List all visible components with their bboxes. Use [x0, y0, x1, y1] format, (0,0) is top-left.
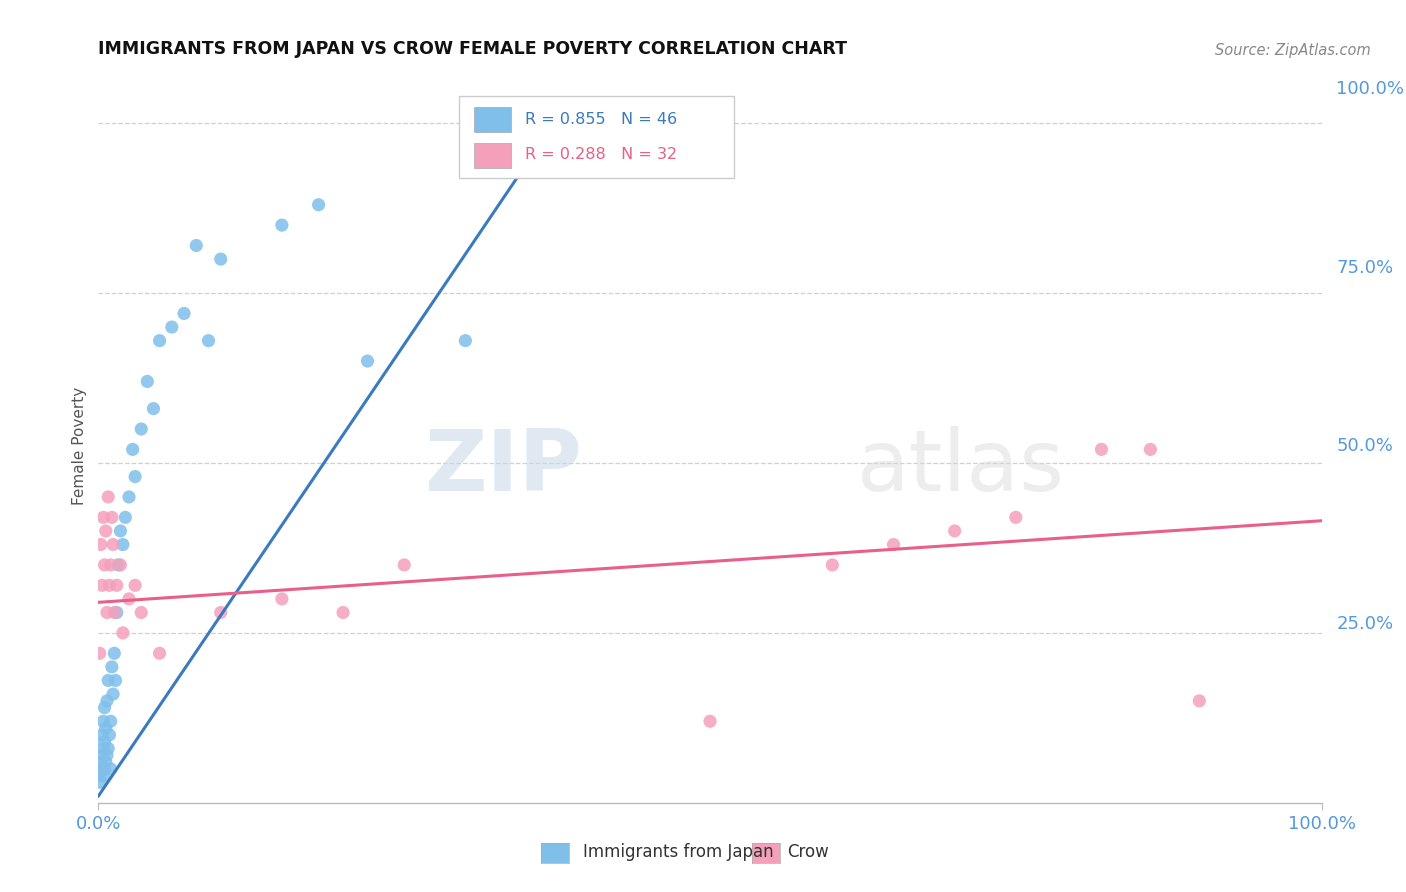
Point [356, 354, 378, 368]
Point [103, 646, 125, 660]
Point [454, 334, 477, 348]
Text: Crow: Crow [787, 843, 830, 861]
Point [1004, 510, 1026, 524]
Point [124, 578, 146, 592]
Point [173, 306, 195, 320]
Point [160, 320, 183, 334]
Point [699, 714, 721, 729]
Point [129, 422, 152, 436]
Point [94, 721, 117, 735]
Point [97, 490, 120, 504]
FancyBboxPatch shape [474, 107, 510, 132]
Point [94, 524, 117, 538]
Point [91, 741, 114, 756]
Text: 50.0%: 50.0% [1336, 437, 1393, 455]
Point [883, 537, 905, 551]
Text: Immigrants from Japan: Immigrants from Japan [583, 843, 775, 861]
Y-axis label: Female Poverty: Female Poverty [72, 387, 87, 505]
Point [101, 687, 124, 701]
Point [93, 700, 115, 714]
Point [129, 606, 152, 620]
Point [100, 558, 122, 572]
Point [98, 728, 121, 742]
FancyBboxPatch shape [474, 143, 510, 168]
Point [101, 537, 124, 551]
Text: 25.0%: 25.0% [1336, 615, 1393, 633]
Point [270, 218, 294, 232]
Point [118, 490, 141, 504]
Text: 100.0%: 100.0% [1336, 80, 1405, 98]
Point [104, 673, 127, 688]
Point [101, 510, 124, 524]
Point [96, 694, 118, 708]
Point [118, 591, 141, 606]
Point [91, 510, 114, 524]
Point [821, 558, 844, 572]
Point [90, 775, 112, 789]
Point [197, 334, 219, 348]
Point [186, 238, 208, 252]
Point [111, 537, 134, 551]
Point [136, 375, 159, 389]
Point [97, 741, 120, 756]
Point [97, 673, 120, 688]
Point [100, 714, 122, 729]
Text: atlas: atlas [856, 425, 1064, 509]
Point [91, 769, 114, 783]
Point [392, 558, 416, 572]
Point [91, 714, 114, 729]
Point [94, 755, 117, 769]
Point [89, 769, 111, 783]
Point [93, 558, 115, 572]
Point [943, 524, 966, 538]
Point [114, 510, 136, 524]
Point [149, 334, 172, 348]
Point [1090, 442, 1112, 457]
Point [209, 606, 232, 620]
Point [101, 660, 124, 674]
Text: R = 0.855   N = 46: R = 0.855 N = 46 [526, 112, 678, 127]
FancyBboxPatch shape [460, 96, 734, 178]
Point [111, 626, 134, 640]
Point [103, 606, 125, 620]
Point [142, 401, 165, 416]
Point [209, 252, 232, 266]
Text: R = 0.288   N = 32: R = 0.288 N = 32 [526, 147, 678, 162]
Point [96, 606, 118, 620]
Point [89, 646, 111, 660]
Text: IMMIGRANTS FROM JAPAN VS CROW FEMALE POVERTY CORRELATION CHART: IMMIGRANTS FROM JAPAN VS CROW FEMALE POV… [98, 40, 848, 58]
Point [91, 578, 114, 592]
Point [1139, 442, 1161, 457]
Point [110, 558, 132, 572]
Point [105, 606, 128, 620]
Point [149, 646, 172, 660]
Point [110, 524, 132, 538]
Text: Source: ZipAtlas.com: Source: ZipAtlas.com [1215, 43, 1371, 58]
Point [93, 762, 115, 776]
Point [91, 762, 114, 776]
Point [98, 578, 121, 592]
Point [91, 748, 114, 763]
Point [270, 591, 294, 606]
Point [93, 734, 115, 748]
Point [91, 728, 114, 742]
Point [124, 469, 146, 483]
Point [308, 198, 330, 212]
Point [90, 755, 112, 769]
Point [100, 762, 122, 776]
Point [96, 748, 118, 763]
Text: ZIP: ZIP [423, 425, 582, 509]
Point [332, 606, 354, 620]
Point [107, 558, 129, 572]
Point [1188, 694, 1211, 708]
Text: 75.0%: 75.0% [1336, 259, 1393, 277]
Point [105, 578, 128, 592]
Point [121, 442, 143, 457]
Point [90, 537, 112, 551]
